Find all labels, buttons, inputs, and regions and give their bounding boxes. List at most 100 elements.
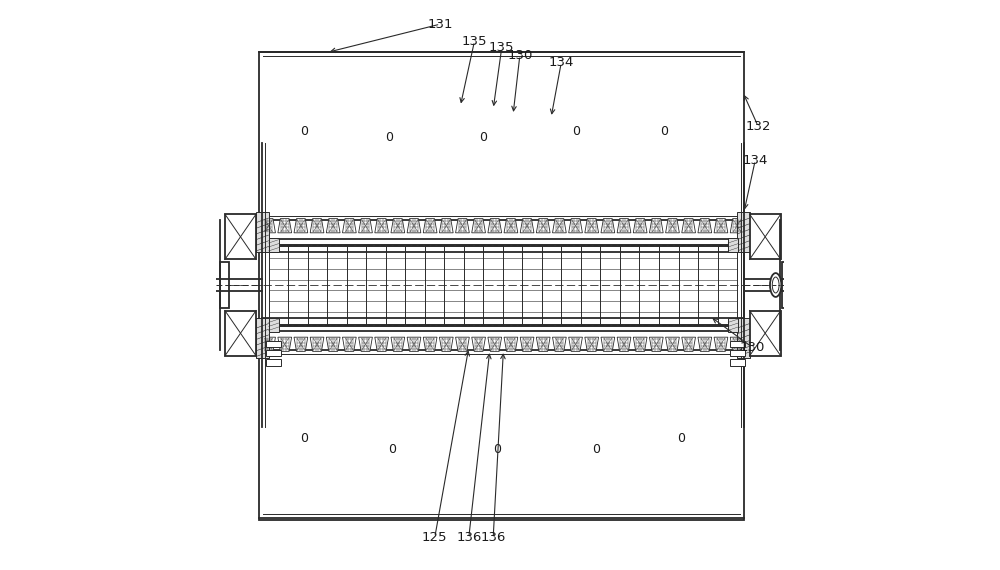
Bar [256,213,269,252]
Bar [259,52,744,520]
Polygon shape [342,219,356,233]
Polygon shape [391,219,405,233]
Text: 0: 0 [300,125,308,139]
Bar [750,214,781,259]
Polygon shape [359,219,372,233]
Polygon shape [666,219,679,233]
Text: 0: 0 [479,131,487,144]
Polygon shape [617,219,631,233]
Polygon shape [617,337,631,351]
Bar [750,311,781,356]
Polygon shape [536,219,550,233]
Bar [256,318,269,357]
Polygon shape [714,337,728,351]
Text: 135: 135 [462,35,487,47]
Polygon shape [488,219,502,233]
Bar [730,359,745,365]
Polygon shape [553,337,566,351]
Bar [730,349,745,356]
Bar [269,238,279,252]
Polygon shape [326,337,340,351]
Polygon shape [391,337,405,351]
Text: 0: 0 [388,443,396,456]
Polygon shape [278,337,292,351]
Text: 136: 136 [481,531,506,544]
Polygon shape [310,337,324,351]
Polygon shape [553,219,566,233]
Text: 131: 131 [428,18,453,31]
Polygon shape [310,219,324,233]
Text: 0: 0 [300,431,308,445]
Polygon shape [439,219,453,233]
Text: 0: 0 [385,131,393,144]
Polygon shape [456,219,469,233]
Polygon shape [633,219,647,233]
Polygon shape [666,337,679,351]
Bar [225,214,256,259]
Polygon shape [682,337,695,351]
Polygon shape [278,219,292,233]
Polygon shape [682,219,695,233]
Polygon shape [375,337,389,351]
Polygon shape [342,337,356,351]
Text: 0: 0 [678,431,686,445]
Polygon shape [294,219,308,233]
Bar [225,311,256,356]
Ellipse shape [770,273,781,297]
Bar [737,213,750,252]
Polygon shape [262,219,275,233]
Polygon shape [375,219,389,233]
Text: 130: 130 [507,49,533,62]
Polygon shape [423,219,437,233]
Polygon shape [504,219,518,233]
Text: 125: 125 [422,531,448,544]
Polygon shape [601,219,615,233]
Polygon shape [407,337,421,351]
Polygon shape [326,219,340,233]
Polygon shape [294,337,308,351]
Polygon shape [633,337,647,351]
Polygon shape [730,219,744,233]
Text: 134: 134 [743,154,768,166]
Polygon shape [569,219,582,233]
Text: 0: 0 [493,443,501,456]
Bar [220,262,229,308]
Text: 134: 134 [549,56,574,69]
Polygon shape [488,337,502,351]
Polygon shape [714,219,728,233]
Polygon shape [262,337,275,351]
Polygon shape [601,337,615,351]
Polygon shape [585,337,599,351]
Bar [730,341,745,347]
Bar [782,262,791,308]
Polygon shape [407,219,421,233]
Polygon shape [585,219,599,233]
Polygon shape [520,219,534,233]
Polygon shape [472,337,485,351]
Bar [266,341,281,347]
Polygon shape [359,337,372,351]
Polygon shape [423,337,437,351]
Polygon shape [520,337,534,351]
Text: 136: 136 [456,531,481,544]
Polygon shape [569,337,582,351]
Text: 0: 0 [660,125,668,139]
Polygon shape [456,337,469,351]
Text: 0: 0 [592,443,600,456]
Bar [737,318,750,357]
Text: 130: 130 [740,341,765,354]
Polygon shape [649,219,663,233]
Bar [269,318,279,332]
Polygon shape [504,337,518,351]
Polygon shape [730,337,744,351]
Text: 0: 0 [573,125,581,139]
Bar [266,349,281,356]
Bar [266,359,281,365]
Polygon shape [698,219,712,233]
Polygon shape [472,219,485,233]
Text: 132: 132 [745,120,771,133]
Polygon shape [536,337,550,351]
Polygon shape [698,337,712,351]
Text: 135: 135 [489,42,514,54]
Polygon shape [649,337,663,351]
